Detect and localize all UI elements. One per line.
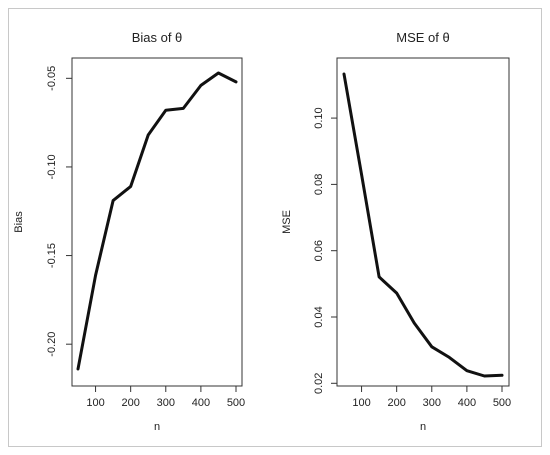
bias-y-tick-label: -0.15 [46, 243, 58, 268]
bias-series-line [76, 71, 238, 371]
mse-data-point [395, 291, 398, 295]
mse-y-ticks: 0.02 0.04 0.06 0.08 0.10 [313, 107, 337, 394]
bias-data-point [217, 71, 220, 75]
mse-data-point [483, 374, 486, 378]
mse-series-line [342, 72, 504, 378]
bias-data-point [94, 273, 97, 277]
mse-x-label: n [420, 421, 426, 433]
bias-x-tick-label: 400 [192, 397, 210, 409]
mse-y-tick-label: 0.06 [313, 240, 325, 261]
mse-data-point [448, 356, 451, 359]
mse-plot-box [336, 57, 510, 387]
mse-title: MSE of θ [396, 30, 449, 45]
bias-x-tick-label: 300 [157, 397, 175, 409]
mse-data-point [377, 275, 381, 279]
bias-series [76, 71, 238, 371]
mse-y-label: MSE [281, 210, 293, 234]
bias-y-label: Bias [13, 211, 25, 233]
bias-x-tick-label: 500 [227, 397, 245, 409]
bias-y-tick-label: -0.10 [46, 154, 58, 179]
mse-data-point [430, 345, 433, 348]
bias-data-point [76, 367, 80, 371]
bias-y-ticks: -0.20 -0.15 -0.10 -0.05 [46, 66, 72, 357]
bias-x-label: n [154, 421, 160, 433]
mse-y-tick-label: 0.10 [313, 107, 325, 128]
bias-data-point [147, 133, 150, 137]
mse-x-tick-label: 500 [493, 397, 511, 409]
bias-data-point [182, 107, 185, 110]
bias-data-point [129, 185, 132, 188]
mse-x-tick-label: 100 [352, 397, 370, 409]
mse-x-ticks: 100 200 300 400 500 [352, 386, 511, 409]
bias-data-point [111, 199, 115, 202]
bias-x-ticks: 100 200 300 400 500 [86, 386, 245, 409]
bias-x-tick-label: 200 [121, 397, 139, 409]
figure-border [8, 8, 542, 447]
mse-y-tick-label: 0.08 [313, 174, 325, 195]
bias-data-point [199, 84, 203, 87]
bias-y-tick-label: -0.05 [46, 66, 58, 91]
mse-y-tick-label: 0.04 [313, 306, 325, 327]
mse-data-point [360, 173, 363, 176]
bias-x-tick-label: 100 [86, 397, 104, 409]
mse-data-point [413, 321, 416, 325]
bias-plot-box [71, 57, 243, 387]
mse-data-point [500, 374, 504, 377]
mse-data-point [342, 72, 346, 76]
mse-x-tick-label: 300 [423, 397, 441, 409]
mse-data-point [465, 369, 469, 372]
mse-series [342, 72, 504, 378]
mse-x-tick-label: 400 [458, 397, 476, 409]
bias-panel: Bias of θ 100 200 300 400 500 -0.20 -0.15 -0.1… [13, 30, 245, 433]
bias-title: Bias of θ [132, 30, 183, 45]
mse-panel: MSE of θ 100 200 300 400 500 0.020.040.060.0… [281, 30, 511, 433]
bias-data-point [164, 109, 167, 112]
bias-y-tick-label: -0.20 [46, 332, 58, 357]
mse-x-tick-label: 200 [387, 397, 405, 409]
bias-data-point [234, 80, 238, 84]
mse-y-tick-label: 0.02 [313, 373, 325, 394]
